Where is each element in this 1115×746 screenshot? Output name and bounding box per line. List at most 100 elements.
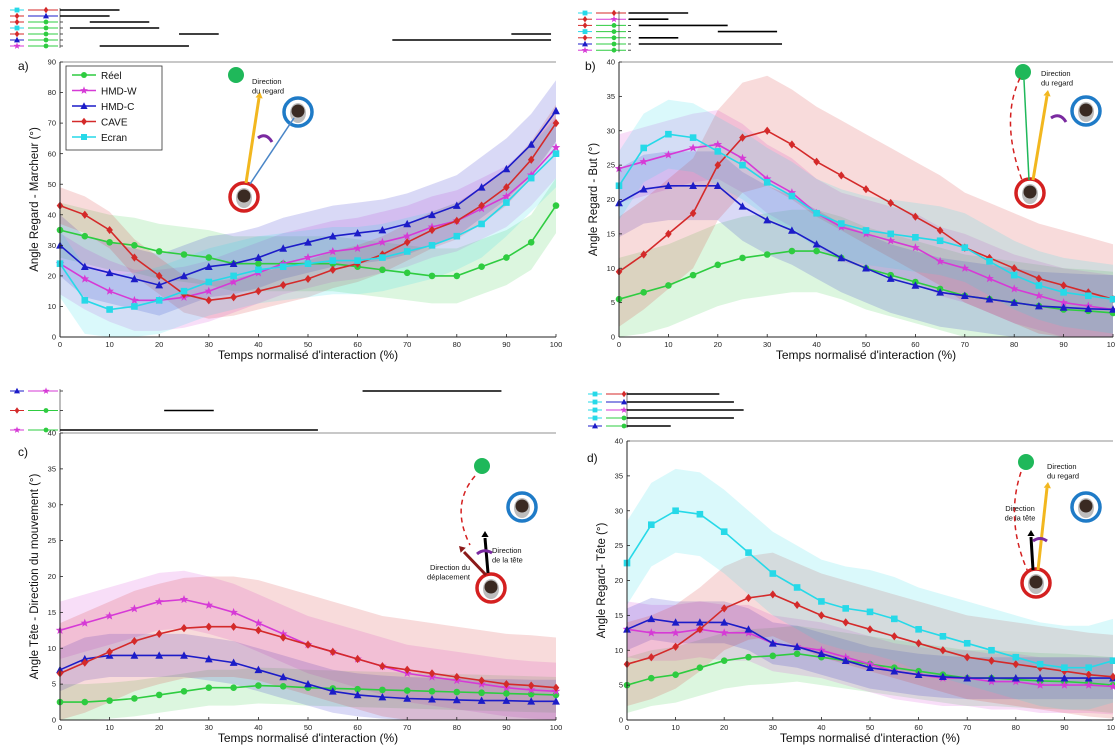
y-tick-label: 80 — [48, 88, 56, 97]
std-band-hmd-c — [627, 597, 1113, 700]
y-tick-label: 60 — [48, 149, 56, 158]
point-marker — [763, 216, 772, 224]
point-marker — [866, 625, 874, 634]
panel-c: 0 10 20 30 40 50 60 70 80 90 1000510152025303540Te… — [10, 387, 562, 745]
legend: Réel HMD-W HMD-C CAVE Ecran — [65, 65, 163, 151]
text-line: du regard — [1047, 472, 1079, 481]
point-marker — [738, 153, 747, 162]
y-axis-label: Angle Tête - Direction du mouvement (°) — [29, 473, 41, 679]
point-marker — [818, 598, 825, 605]
point-marker — [180, 651, 188, 659]
point-marker — [527, 697, 536, 705]
point-marker — [81, 232, 89, 240]
x-tick-label: 80 — [453, 723, 461, 732]
point-marker — [527, 140, 536, 148]
head-arrow-head — [1027, 530, 1035, 536]
point-marker — [788, 140, 796, 149]
point-marker — [987, 674, 996, 682]
point-marker — [838, 220, 845, 227]
y-tick-label: 20 — [48, 572, 56, 581]
person-ring — [475, 572, 507, 604]
point-marker — [130, 651, 139, 659]
x-axis-label: Temps normalisé d'interaction (%) — [780, 731, 960, 745]
point-marker — [648, 653, 655, 662]
point-marker — [648, 521, 655, 528]
point-marker — [813, 247, 820, 255]
angle-arc — [476, 549, 493, 556]
point-marker — [502, 164, 511, 173]
gaze-arrow — [244, 97, 261, 184]
text-line: Direction — [1041, 69, 1071, 78]
x-tick-label: 40 — [254, 723, 262, 732]
point-marker — [279, 263, 287, 271]
x-tick-label: 70 — [403, 723, 411, 732]
legend-label-reel: Réel — [101, 71, 122, 82]
point-marker — [745, 653, 752, 661]
point-marker — [205, 278, 213, 286]
x-tick-label: 100 — [1107, 723, 1115, 732]
point-marker — [762, 174, 772, 183]
x-tick-label: 90 — [1060, 723, 1068, 732]
point-marker — [688, 143, 698, 152]
point-marker — [911, 243, 920, 252]
point-marker — [254, 253, 263, 261]
y-tick-label: 70 — [48, 119, 56, 128]
point-marker — [81, 658, 89, 667]
y-tick-label: 0 — [52, 333, 56, 342]
point-marker — [403, 238, 411, 247]
x-tick-label: 80 — [1012, 723, 1020, 732]
x-tick-label: 90 — [502, 340, 510, 349]
point-marker — [1084, 304, 1093, 313]
point-marker — [428, 695, 436, 703]
point-marker — [841, 656, 850, 665]
point-marker — [478, 220, 485, 228]
y-tick-label: 35 — [615, 471, 623, 480]
point-marker — [639, 157, 648, 166]
point-marker — [304, 260, 312, 267]
y-tick-label: 15 — [48, 608, 56, 617]
point-marker — [131, 242, 138, 249]
point-marker — [130, 295, 139, 304]
point-marker — [230, 684, 237, 692]
point-marker — [81, 210, 89, 219]
point-marker — [639, 185, 648, 193]
y-tick-label: 30 — [48, 500, 56, 509]
point-marker — [379, 266, 386, 274]
point-marker — [378, 225, 387, 234]
point-marker — [842, 605, 849, 612]
point-marker — [503, 183, 510, 192]
gaze-arrow-head — [255, 92, 263, 99]
person-head — [1079, 103, 1093, 117]
point-marker — [43, 43, 49, 49]
point-marker — [428, 669, 436, 678]
gaze-direction-label: Direction du regard — [1041, 69, 1073, 88]
point-marker — [155, 280, 164, 289]
point-marker — [1084, 680, 1093, 689]
head-arrow — [1029, 536, 1035, 571]
point-marker — [1036, 674, 1044, 682]
point-marker — [180, 688, 188, 695]
point-marker — [986, 258, 993, 265]
point-marker — [106, 238, 113, 246]
point-marker — [43, 37, 49, 43]
point-marker — [42, 387, 50, 394]
panel-a: 0 10 20 30 40 50 60 70 80 90 100 0 10 20 30 40 50 60 70 80 9… — [10, 6, 562, 362]
point-marker — [329, 647, 337, 656]
point-marker — [939, 646, 947, 655]
point-marker — [817, 649, 826, 658]
y-tick-label: 10 — [48, 302, 56, 311]
person-icon — [228, 181, 260, 213]
x-axis-label: Temps normalisé d'interaction (%) — [218, 348, 398, 362]
point-marker — [205, 684, 213, 692]
point-marker — [739, 161, 746, 169]
point-marker — [866, 663, 874, 671]
goal-icon — [1018, 454, 1034, 470]
point-marker — [428, 225, 436, 235]
y-tick-label: 20 — [615, 576, 623, 585]
x-tick-label: 50 — [866, 723, 874, 732]
point-marker — [452, 201, 461, 209]
movement-arrow-head — [459, 546, 466, 553]
x-tick-label: 30 — [763, 340, 771, 349]
head-arrow — [483, 537, 490, 574]
point-marker — [582, 29, 588, 34]
